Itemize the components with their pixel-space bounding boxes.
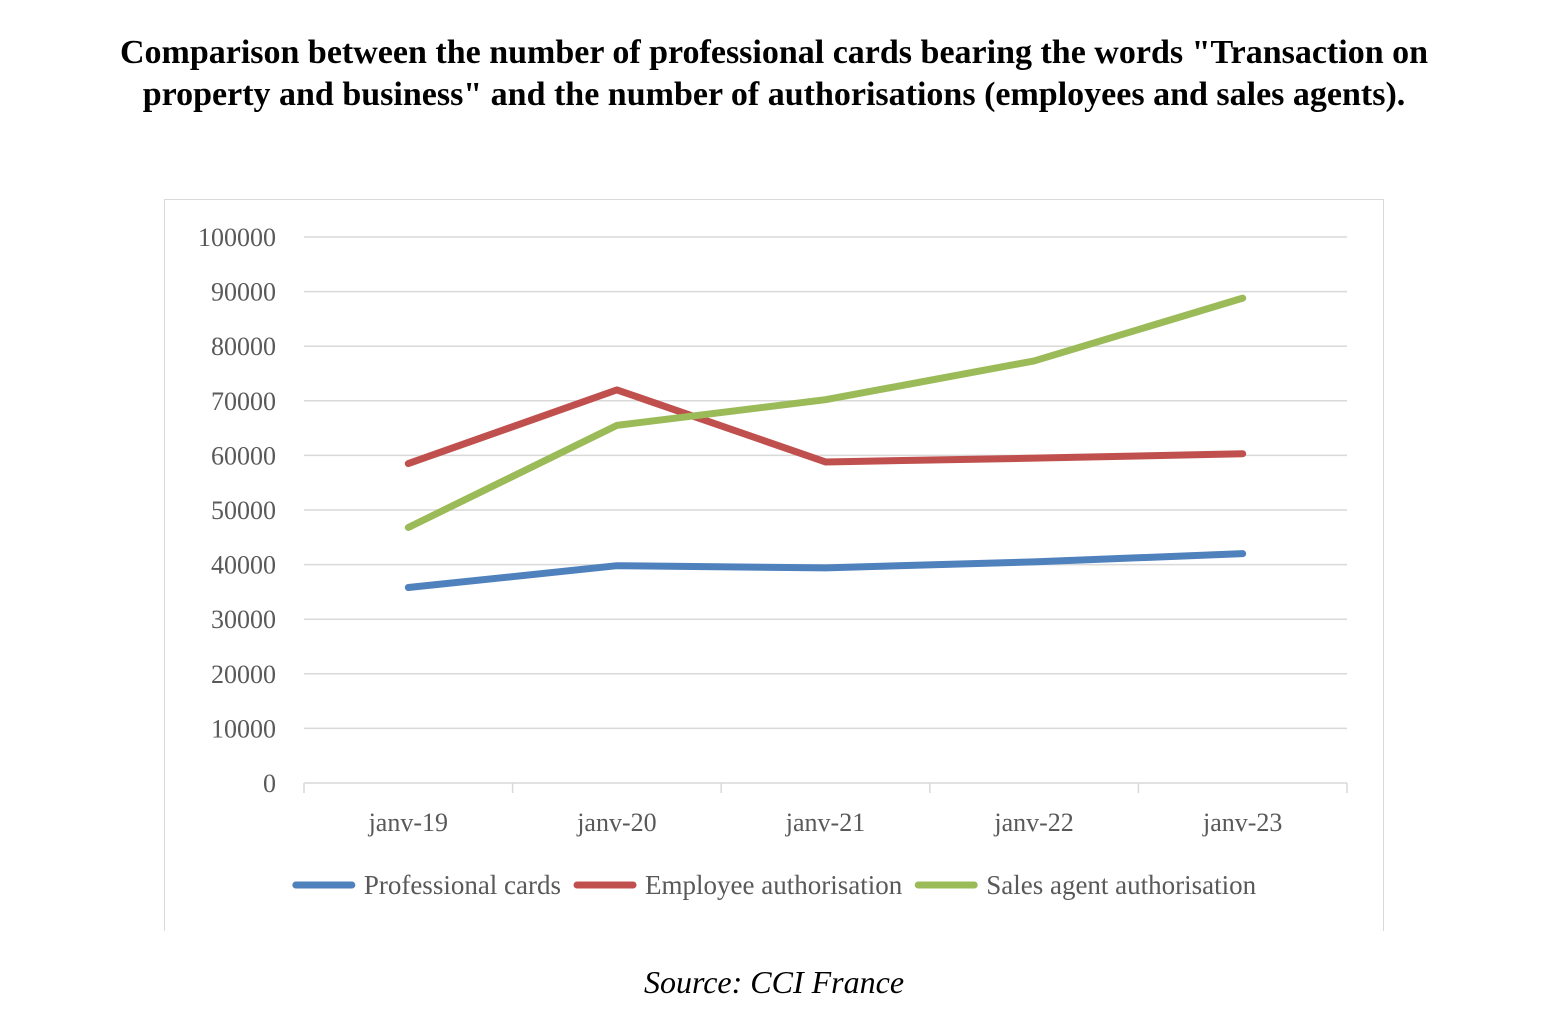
chart-title: Comparison between the number of profess…	[0, 32, 1548, 116]
chart-title-line-2: property and business" and the number of…	[142, 76, 1406, 113]
series-line-professional-cards	[404, 550, 1247, 592]
y-tick-label: 10000	[211, 714, 276, 743]
x-axis-tick-labels: janv-19 janv-20 janv-21 janv-22 janv-23	[368, 808, 1283, 837]
y-tick-label: 70000	[211, 387, 276, 416]
y-tick-label: 90000	[211, 278, 276, 307]
x-tick-label: janv-19	[368, 808, 448, 837]
y-tick-label: 100000	[198, 223, 276, 252]
legend-item: Sales agent authorisation	[914, 870, 1257, 900]
x-axis	[303, 782, 1348, 793]
y-tick-label: 30000	[211, 605, 276, 634]
y-tick-label: 20000	[211, 660, 276, 689]
series-lines	[404, 294, 1247, 592]
y-tick-label: 60000	[211, 441, 276, 470]
y-tick-label: 50000	[211, 496, 276, 525]
x-tick-label: janv-22	[993, 808, 1073, 837]
x-tick-label: janv-21	[785, 808, 865, 837]
legend-item: Professional cards	[292, 870, 561, 900]
series-line-sales-agent-authorisation	[404, 294, 1247, 531]
y-tick-label: 0	[263, 769, 276, 798]
y-tick-label: 80000	[211, 332, 276, 361]
series-line-employee-authorisation	[404, 386, 1247, 468]
source-note: Source: CCI France	[643, 964, 905, 1000]
y-axis-tick-labels: 0 10000 20000 30000 40000 50000 60000 70000 8000…	[198, 223, 276, 798]
x-tick-label: janv-23	[1202, 808, 1282, 837]
legend: Professional cards Employee authorisation…	[292, 870, 1257, 900]
legend-label: Sales agent authorisation	[986, 870, 1256, 900]
y-tick-label: 40000	[211, 551, 276, 580]
x-tick-label: janv-20	[576, 808, 656, 837]
chart-title-line-1: Comparison between the number of profess…	[119, 34, 1429, 71]
legend-label: Employee authorisation	[645, 870, 903, 900]
legend-label: Professional cards	[364, 870, 561, 900]
chart-frame	[164, 199, 1384, 931]
legend-item: Employee authorisation	[573, 870, 903, 900]
